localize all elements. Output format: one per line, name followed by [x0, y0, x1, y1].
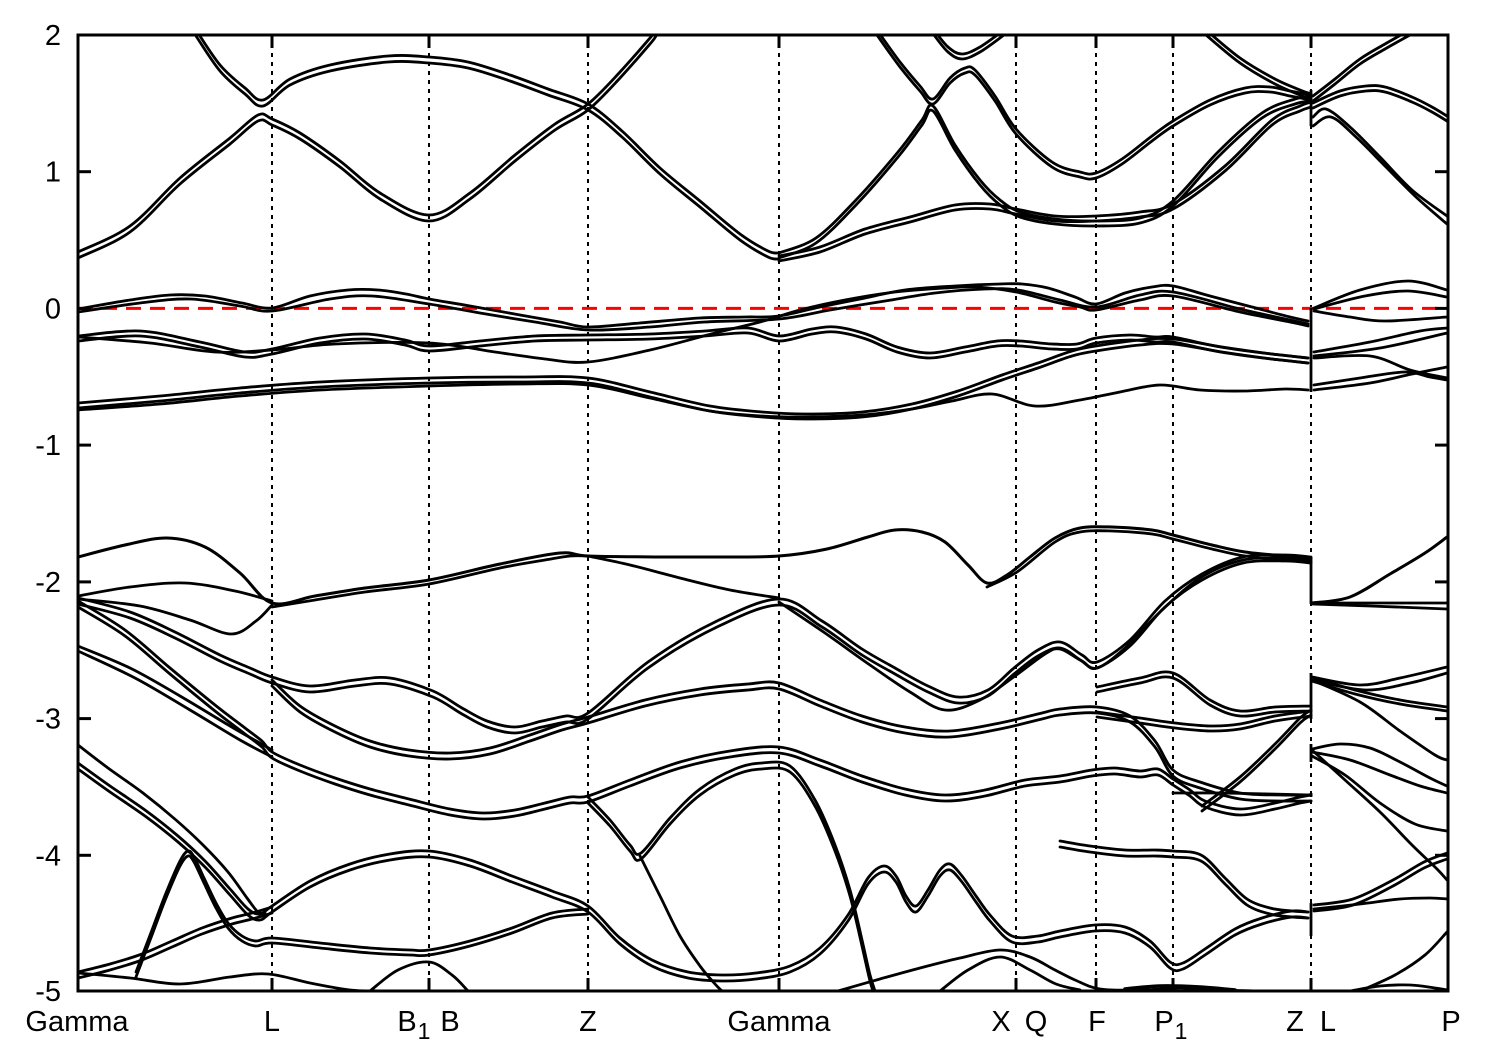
svg-text:X: X [991, 1006, 1010, 1038]
svg-text:2: 2 [45, 20, 61, 52]
svg-text:P: P [1441, 1006, 1460, 1038]
svg-text:L: L [264, 1006, 280, 1038]
svg-text:Gamma: Gamma [727, 1006, 831, 1038]
svg-text:-5: -5 [35, 976, 61, 1008]
svg-text:-4: -4 [35, 840, 61, 872]
svg-text:-1: -1 [35, 430, 61, 462]
svg-text:0: 0 [45, 293, 61, 325]
svg-text:P: P [1154, 1006, 1173, 1038]
svg-text:F: F [1088, 1006, 1106, 1038]
svg-text:Z: Z [1286, 1006, 1304, 1038]
svg-text:B: B [397, 1006, 416, 1038]
svg-text:1: 1 [45, 157, 61, 189]
svg-text:1: 1 [1175, 1018, 1188, 1044]
svg-text:B: B [440, 1006, 459, 1038]
svg-text:-2: -2 [35, 567, 61, 599]
svg-text:Z: Z [579, 1006, 597, 1038]
svg-text:L: L [1320, 1006, 1336, 1038]
svg-text:Q: Q [1025, 1006, 1048, 1038]
svg-text:Gamma: Gamma [25, 1006, 129, 1038]
svg-text:-3: -3 [35, 704, 61, 736]
svg-text:1: 1 [418, 1018, 431, 1044]
